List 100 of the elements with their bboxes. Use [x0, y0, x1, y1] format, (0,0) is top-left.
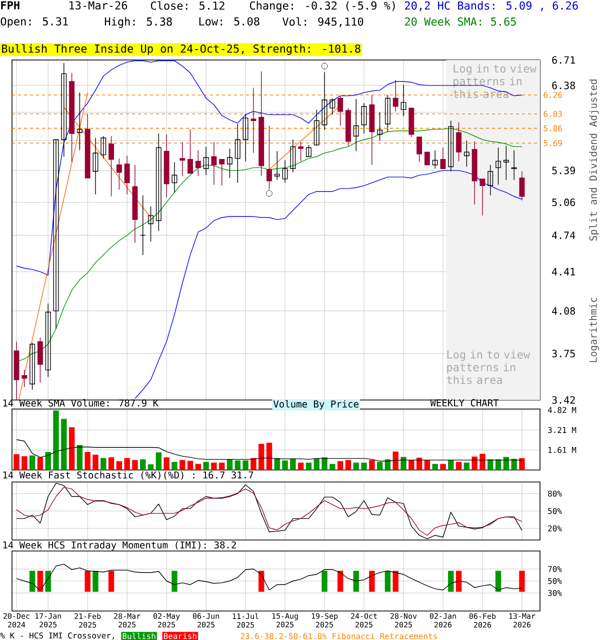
bar — [400, 456, 406, 470]
bar — [369, 460, 375, 470]
bar — [440, 464, 446, 470]
candlestick — [511, 150, 517, 180]
ref-line-label: 6.03 — [544, 110, 562, 117]
text: Logarithmic — [589, 298, 599, 362]
candlestick — [227, 148, 232, 178]
chart-title: 14 Week SMA Volume: 787.9 K — [3, 399, 158, 407]
bar — [132, 460, 138, 470]
bar — [14, 454, 20, 470]
candlestick — [76, 92, 82, 151]
bar — [361, 462, 367, 470]
bar — [156, 452, 162, 470]
annotation: Log in to view patterns in this area — [446, 350, 530, 384]
band-label: Log in to view patterns in this area — [453, 64, 536, 98]
bar — [432, 464, 438, 470]
candlestick — [274, 150, 280, 180]
candlestick — [53, 139, 59, 329]
candlestick — [211, 142, 217, 186]
chart-title: FPH — [1, 1, 20, 10]
bar — [219, 462, 225, 470]
y-tick-label: 70% — [548, 566, 562, 572]
y-tick-label: 4.74 — [552, 232, 576, 239]
bar — [108, 457, 114, 470]
bar — [258, 444, 264, 470]
bar — [464, 462, 470, 470]
y-tick-label: 3.42 — [552, 396, 575, 404]
candlestick — [45, 303, 51, 378]
bar — [180, 460, 186, 470]
candlestick — [464, 140, 470, 168]
bar — [448, 460, 454, 470]
bar — [337, 461, 344, 470]
candlestick — [250, 87, 256, 154]
bar — [416, 458, 422, 470]
bar — [195, 464, 201, 470]
bar — [250, 458, 256, 470]
candlestick — [116, 158, 122, 190]
bar — [290, 458, 296, 470]
candlestick — [219, 159, 225, 186]
ref-line-label: 5.86 — [544, 125, 562, 132]
candlestick — [503, 145, 509, 180]
bar — [376, 462, 383, 470]
candlestick — [519, 171, 525, 201]
chart-title: 14 Week Fast Stochastic (%K)(%D) : 16.7 31.7 — [3, 471, 254, 480]
candlestick — [266, 125, 272, 190]
ref-line-label: 6.26 — [544, 92, 562, 98]
candlestick — [338, 95, 344, 126]
y-tick-label: 3.75 — [552, 350, 575, 358]
y-tick-label: 20% — [548, 525, 562, 532]
candlestick — [448, 120, 454, 172]
legend-title: % K - HCS IMI Crossover, — [0, 632, 114, 640]
candlestick — [361, 102, 367, 134]
text: High: 5.38 — [104, 17, 172, 28]
candlestick — [124, 155, 130, 195]
chart-title: 14 Week HCS Intraday Momentum (IMI): 38.2 — [3, 541, 236, 550]
bar — [140, 459, 146, 470]
bar — [22, 456, 28, 470]
bar — [282, 460, 288, 470]
candlestick — [140, 195, 146, 256]
candlestick — [180, 142, 186, 176]
y-tick-label: 6.71 — [552, 56, 575, 64]
bar — [266, 442, 272, 470]
bar — [116, 461, 122, 470]
text: 20 Week SMA: 5.65 — [405, 17, 516, 26]
bar — [92, 454, 98, 470]
candlestick — [242, 114, 248, 162]
candlestick — [424, 152, 430, 166]
bar — [274, 458, 280, 470]
y-tick-label: 4.82 M — [548, 406, 576, 414]
y-tick-label: 30% — [548, 590, 562, 596]
bar — [68, 427, 75, 470]
bar — [124, 458, 130, 470]
bar — [53, 410, 59, 470]
candlestick — [100, 136, 106, 159]
bar — [234, 460, 240, 470]
candlestick — [108, 136, 114, 197]
bar — [172, 462, 178, 470]
candlestick — [92, 138, 98, 195]
bar — [330, 464, 336, 470]
bar — [353, 462, 359, 470]
bar — [322, 457, 328, 470]
y-tick-label: 50% — [548, 508, 562, 514]
text: 23.6-38.2-50-61.8% Fibonacci Retracements — [240, 632, 437, 640]
bar — [456, 462, 462, 470]
y-tick-label: 80% — [548, 490, 562, 497]
ref-line-label: 5.69 — [544, 140, 562, 146]
text: Vol: 945,110 — [282, 17, 364, 28]
bar — [242, 460, 248, 470]
y-tick-label: 50% — [548, 578, 562, 584]
text: Bullish — [122, 632, 156, 640]
text: Low: 5.08 — [199, 17, 260, 26]
text: Change: -0.32 (-5.9 %) — [250, 1, 395, 12]
candlestick — [22, 370, 28, 388]
annotation: WEEKLY CHART — [430, 399, 499, 406]
text: Close: 5.12 — [150, 1, 224, 10]
candlestick — [480, 178, 486, 216]
candlestick — [148, 206, 154, 242]
bar — [100, 458, 106, 470]
candlestick — [384, 94, 390, 132]
candlestick — [377, 112, 383, 141]
